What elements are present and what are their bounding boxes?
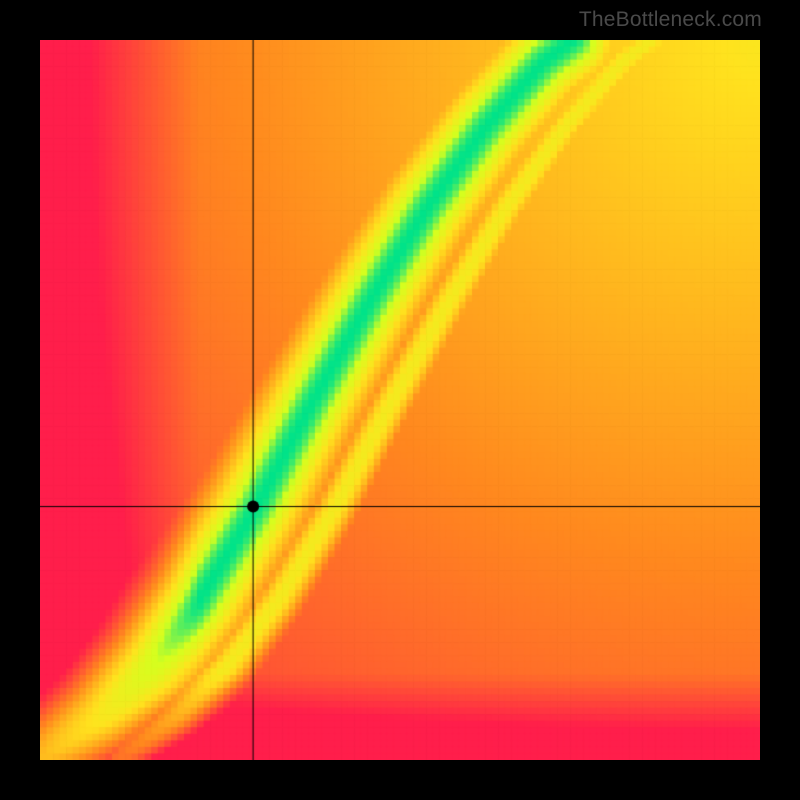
watermark-text: TheBottleneck.com: [579, 8, 762, 32]
bottleneck-heatmap: [40, 40, 760, 760]
chart-frame: TheBottleneck.com: [0, 0, 800, 800]
